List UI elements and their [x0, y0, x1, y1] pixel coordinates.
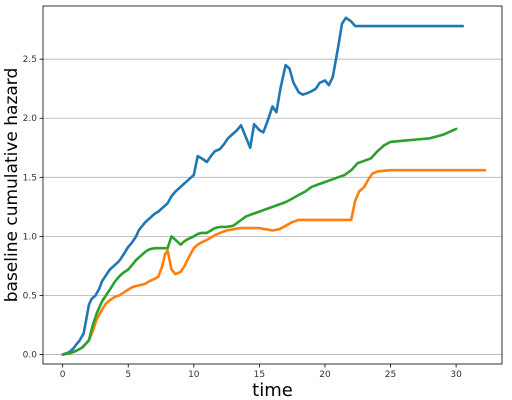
x-tick-label: 25	[385, 370, 396, 380]
x-tick-label: 10	[188, 370, 200, 380]
y-axis-ticks: 0.0 0.5 1.0 1.5 2.0 2.5	[23, 55, 43, 361]
series-line-3	[61, 127, 458, 356]
series-line-1	[61, 16, 465, 356]
y-tick-label: 2.0	[23, 114, 38, 124]
x-tick-label: 0	[60, 370, 66, 380]
x-axis-label: time	[252, 380, 293, 400]
y-axis-label: baseline cumulative hazard	[2, 68, 22, 303]
y-tick-label: 1.5	[23, 173, 37, 183]
y-tick-label: 0.5	[23, 291, 37, 301]
plot-frame	[42, 5, 503, 365]
y-tick-label: 1.0	[23, 232, 38, 242]
x-tick-label: 20	[319, 370, 331, 380]
y-tick-label: 0.0	[23, 351, 38, 361]
x-tick-label: 15	[254, 370, 265, 380]
x-axis-ticks: 0 5 10 15 20 25 30	[60, 364, 462, 380]
series-line-2	[61, 168, 487, 356]
series-layer	[61, 16, 487, 356]
x-tick-label: 30	[450, 370, 462, 380]
x-tick-label: 5	[125, 370, 131, 380]
y-tick-label: 2.5	[23, 55, 37, 65]
